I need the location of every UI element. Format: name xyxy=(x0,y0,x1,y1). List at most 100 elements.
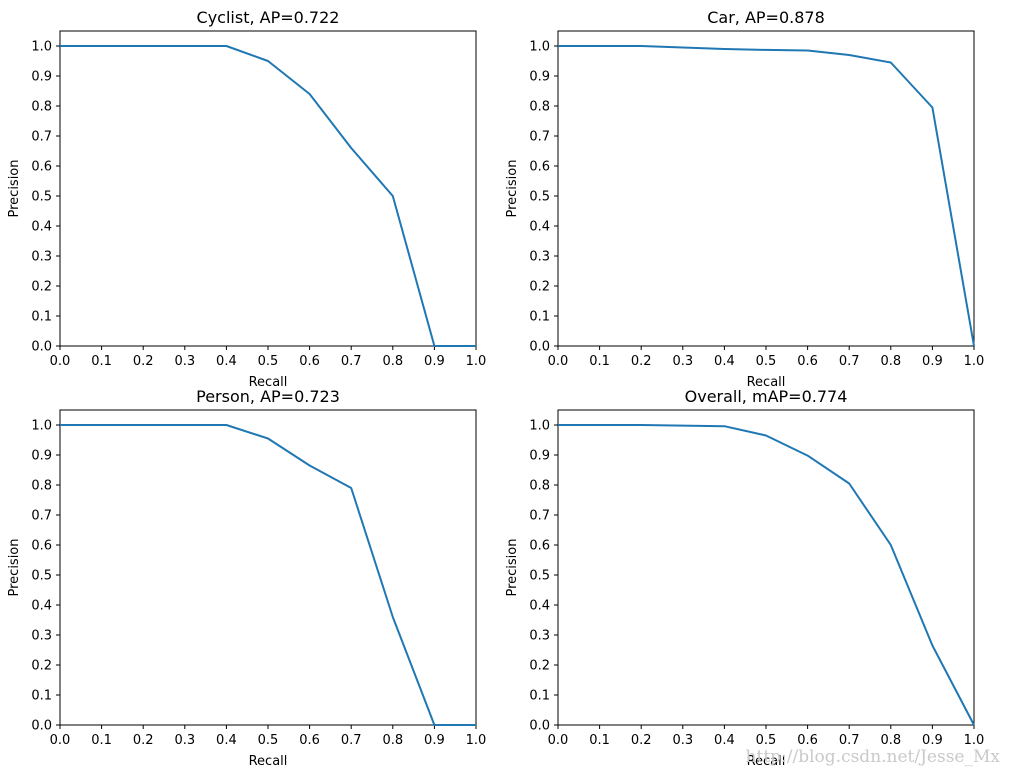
y-tick-label: 1.0 xyxy=(31,419,52,434)
x-tick-label: 0.3 xyxy=(174,354,195,369)
y-tick-label: 0.3 xyxy=(31,629,52,644)
x-tick-label: 0.4 xyxy=(216,733,237,748)
x-tick-label: 0.2 xyxy=(631,733,652,748)
data-point xyxy=(765,49,767,51)
y-tick-label: 0.0 xyxy=(529,340,550,355)
data-point xyxy=(599,424,601,426)
y-tick-label: 0.8 xyxy=(529,100,550,115)
chart-title: Person, AP=0.723 xyxy=(196,387,340,406)
data-point xyxy=(557,45,559,47)
data-point xyxy=(640,45,642,47)
y-tick-label: 0.6 xyxy=(529,539,550,554)
y-tick-label: 0.3 xyxy=(31,250,52,265)
data-point xyxy=(807,455,809,457)
x-tick-label: 0.0 xyxy=(548,733,569,748)
axes-frame xyxy=(557,409,975,726)
y-tick-label: 0.1 xyxy=(31,310,52,325)
y-tick-label: 0.9 xyxy=(529,449,550,464)
x-axis-label: Recall xyxy=(249,754,288,769)
y-tick-label: 1.0 xyxy=(31,40,52,55)
data-point xyxy=(931,645,933,647)
data-point xyxy=(184,45,186,47)
x-tick-label: 0.7 xyxy=(839,733,860,748)
y-tick-label: 0.9 xyxy=(31,449,52,464)
x-tick-label: 0.9 xyxy=(424,733,445,748)
data-point xyxy=(765,435,767,437)
subplot-3: Person, AP=0.723 0.0 0.1 0.2 0.3 0.4 0.5 0.6 0.7… xyxy=(7,387,486,769)
y-tick-label: 0.7 xyxy=(31,130,52,145)
x-tick-label: 0.3 xyxy=(672,354,693,369)
data-point xyxy=(225,424,227,426)
y-tick-label: 0.8 xyxy=(31,479,52,494)
x-tick-label: 0.9 xyxy=(424,354,445,369)
axes-frame xyxy=(557,30,975,347)
y-tick-label: 1.0 xyxy=(529,40,550,55)
y-tick-label: 0.8 xyxy=(529,479,550,494)
data-point xyxy=(723,425,725,427)
watermark: http://blog.csdn.net/Jesse_Mx xyxy=(746,747,1001,767)
data-point xyxy=(392,195,394,197)
data-point xyxy=(184,424,186,426)
x-axis-label: Recall xyxy=(747,375,786,390)
y-axis-label: Precision xyxy=(7,538,22,596)
data-point xyxy=(101,45,103,47)
data-point xyxy=(475,345,477,347)
data-point xyxy=(350,487,352,489)
subplot-4: Overall, mAP=0.774 0.0 0.1 0.2 0.3 0.4 0.5 0.6 0… xyxy=(505,387,984,769)
x-tick-label: 0.0 xyxy=(50,354,71,369)
pr-curve-line xyxy=(60,45,476,347)
y-tick-label: 0.5 xyxy=(529,569,550,584)
y-tick-label: 0.9 xyxy=(529,70,550,85)
x-tick-label: 0.6 xyxy=(797,733,818,748)
y-tick-label: 0.4 xyxy=(31,220,52,235)
x-tick-label: 0.6 xyxy=(299,354,320,369)
data-point xyxy=(848,483,850,485)
x-tick-label: 0.2 xyxy=(133,733,154,748)
x-tick-label: 0.5 xyxy=(258,354,279,369)
data-point xyxy=(59,45,61,47)
x-tick-label: 1.0 xyxy=(466,733,487,748)
y-axis-label: Precision xyxy=(7,159,22,217)
x-tick-label: 0.8 xyxy=(382,354,403,369)
axes-frame xyxy=(59,30,477,347)
pr-curve-line xyxy=(558,45,975,347)
x-tick-label: 0.8 xyxy=(880,733,901,748)
y-tick-label: 0.4 xyxy=(529,599,550,614)
y-tick-label: 0.6 xyxy=(529,160,550,175)
x-tick-label: 0.7 xyxy=(839,354,860,369)
x-tick-label: 0.0 xyxy=(50,733,71,748)
x-tick-label: 0.4 xyxy=(714,733,735,748)
data-point xyxy=(142,424,144,426)
x-tick-label: 0.7 xyxy=(341,354,362,369)
axes-frame xyxy=(59,409,477,726)
data-point xyxy=(101,424,103,426)
y-tick-label: 0.4 xyxy=(529,220,550,235)
x-tick-label: 0.4 xyxy=(216,354,237,369)
x-tick-label: 0.3 xyxy=(672,733,693,748)
x-tick-label: 0.5 xyxy=(756,733,777,748)
data-point xyxy=(433,724,435,726)
y-tick-label: 0.7 xyxy=(31,509,52,524)
x-axis-label: Recall xyxy=(249,375,288,390)
x-axis-label: Recall xyxy=(747,754,786,769)
data-point xyxy=(973,345,975,347)
x-tick-label: 0.3 xyxy=(174,733,195,748)
y-axis-label: Precision xyxy=(505,159,520,217)
x-tick-label: 0.8 xyxy=(382,733,403,748)
data-point xyxy=(225,45,227,47)
pr-curve-line xyxy=(558,424,975,726)
data-point xyxy=(723,48,725,50)
x-tick-label: 0.1 xyxy=(589,354,610,369)
data-point xyxy=(267,438,269,440)
y-tick-label: 0.4 xyxy=(31,599,52,614)
y-tick-label: 0.2 xyxy=(31,280,52,295)
y-tick-label: 0.1 xyxy=(529,689,550,704)
data-point xyxy=(682,425,684,427)
y-tick-label: 0.0 xyxy=(529,719,550,734)
data-point xyxy=(890,62,892,64)
chart-title: Car, AP=0.878 xyxy=(707,8,825,27)
data-point xyxy=(599,45,601,47)
chart-title: Overall, mAP=0.774 xyxy=(685,387,848,406)
data-point xyxy=(267,60,269,62)
